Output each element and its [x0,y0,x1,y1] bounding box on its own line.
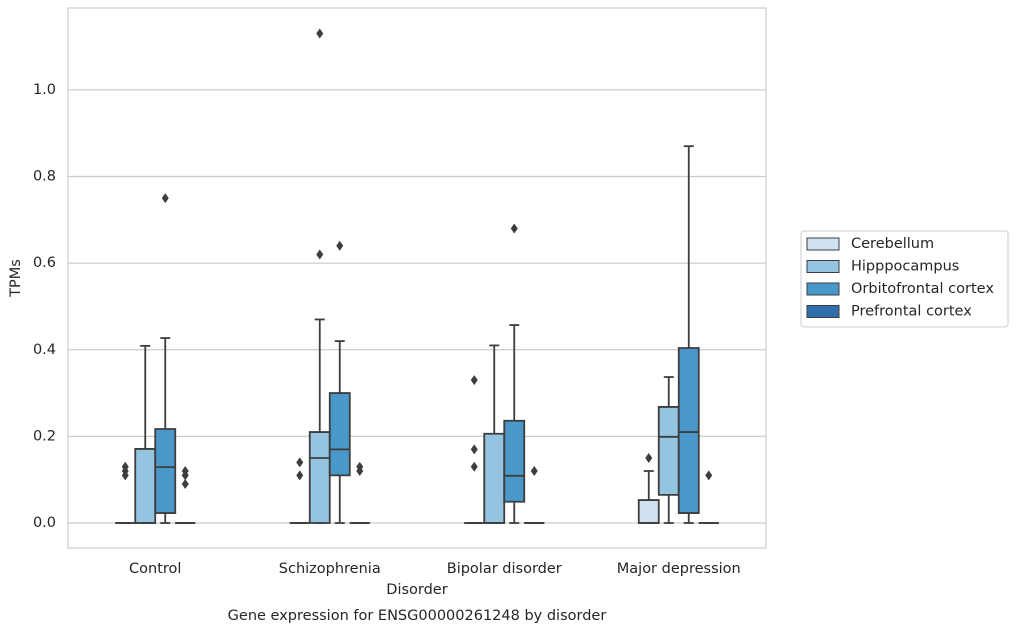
outlier [316,28,324,39]
outlier [510,223,518,234]
outlier [316,249,324,260]
chart-title: Gene expression for ENSG00000261248 by d… [228,608,607,624]
y-tick-label: 0.6 [33,255,56,271]
outlier [121,470,129,481]
legend-swatch [806,305,840,318]
x-axis-label: Disorder [386,582,447,598]
outlier [181,470,189,481]
outlier [470,375,478,386]
box [308,431,331,524]
outlier [336,240,344,251]
legend-label: Cerebellum [851,236,934,252]
outlier [161,193,169,204]
y-tick-label: 0.0 [33,515,56,531]
legend-swatch [806,237,840,251]
outlier [530,466,538,477]
box [677,347,700,514]
outlier [705,470,713,481]
y-axis-label: TPMs [8,259,24,298]
box [134,448,157,524]
outlier [470,444,478,455]
outlier [645,453,653,464]
box [154,428,177,514]
outlier [356,466,364,477]
box [483,432,506,524]
y-tick-label: 0.2 [33,428,56,444]
legend-swatch [806,282,840,296]
y-tick-label: 0.8 [33,168,56,184]
box [637,499,660,524]
legend-label: Hipppocampus [851,259,959,275]
x-tick-label: Schizophrenia [279,561,381,577]
outlier [296,470,304,481]
legend-label: Prefrontal cortex [851,304,972,320]
box [657,406,680,496]
x-tick-label: Control [129,561,181,577]
outlier [470,461,478,472]
box [503,419,526,503]
y-tick-label: 0.4 [33,342,56,358]
outlier [181,479,189,490]
outlier [296,457,304,468]
box [328,392,351,477]
legend-frame [800,230,1009,328]
legend-label: Orbitofrontal cortex [851,281,994,297]
legend-swatch [806,260,840,273]
y-tick-label: 1.0 [33,82,56,98]
x-tick-label: Bipolar disorder [447,561,562,577]
x-tick-label: Major depression [617,561,741,577]
